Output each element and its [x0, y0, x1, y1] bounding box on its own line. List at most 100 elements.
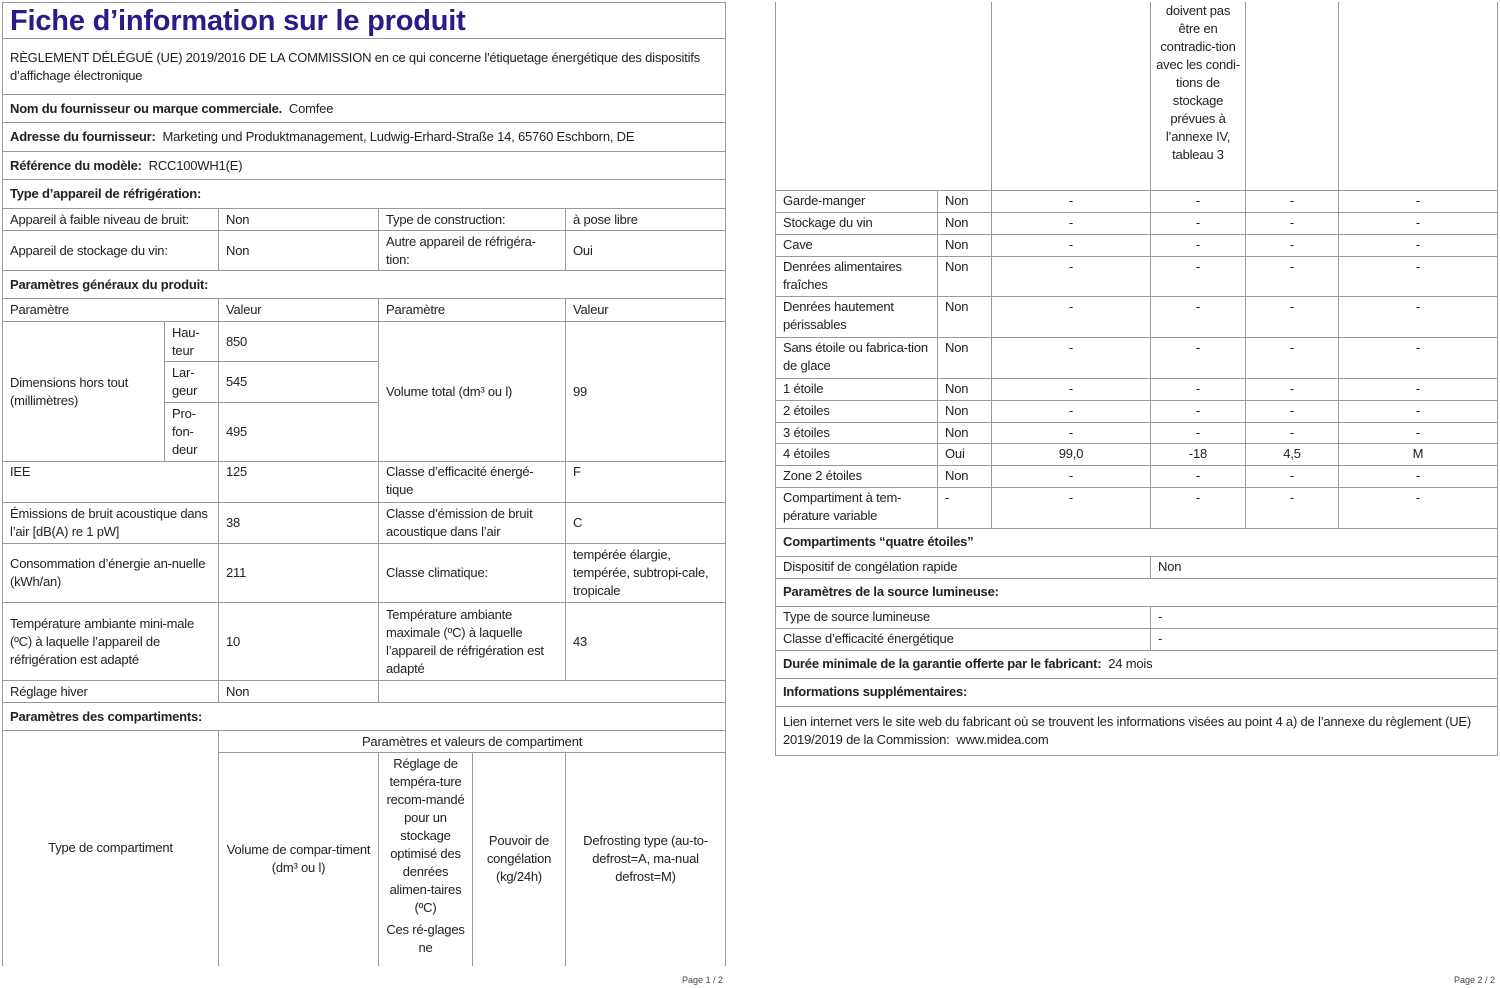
compartment-present: Non: [937, 399, 992, 423]
comp-type-header: Type de compartiment: [2, 730, 219, 966]
manufacturer-link[interactable]: www.midea.com: [956, 731, 1049, 747]
address-value: Marketing und Produktmanagement, Ludwig-…: [162, 129, 635, 144]
link-text: Lien internet vers le site web du fabric…: [783, 713, 1472, 747]
light-class-value: -: [1150, 627, 1498, 651]
compartment-name: 1 étoile: [775, 377, 938, 401]
winter-label: Réglage hiver: [2, 680, 219, 703]
other-value: Oui: [564, 230, 727, 271]
supplier-value: Comfee: [288, 100, 334, 116]
compartment-defrost: -: [1338, 211, 1498, 235]
compartment-temp: -: [1150, 295, 1246, 338]
noise-class-label: Classe d’émission de bruit acoustique da…: [378, 502, 566, 544]
iee-value: 125: [218, 461, 379, 503]
compartment-present: Oui: [937, 442, 992, 466]
compartment-defrost: -: [1338, 464, 1498, 488]
model-row: Référence du modèle: RCC100WH1(E): [1, 151, 727, 180]
compartment-freeze: 4,5: [1245, 442, 1339, 466]
eff-class-label: Classe d’efficacité énergé-tique: [378, 461, 566, 503]
header-cont-cell: [1245, 2, 1339, 191]
compartment-volume: -: [991, 486, 1151, 529]
low-noise-value: Non: [218, 208, 379, 231]
compartment-temp: -: [1150, 233, 1246, 257]
compartment-defrost: -: [1338, 255, 1498, 297]
compartment-row: 2 étoiles Non - - - -: [775, 399, 1498, 423]
comp-freeze-header: Pouvoir de congélation (kg/24h): [472, 752, 566, 966]
address-row: Adresse du fournisseur: Marketing und Pr…: [1, 122, 727, 152]
comp-temp-note: Ces ré-glages ne: [386, 922, 465, 955]
warranty-label: Durée minimale de la garantie offerte pa…: [783, 656, 1102, 671]
compartment-volume: -: [991, 211, 1151, 235]
general-heading: Paramètres généraux du produit:: [1, 270, 727, 299]
compartment-name: Denrées hautement périssables: [775, 295, 938, 338]
warranty-value: 24 mois: [1108, 656, 1153, 671]
compartment-name: Denrées alimentaires fraîches: [775, 255, 938, 297]
wine-value: Non: [218, 230, 379, 271]
depth-value: 495: [218, 402, 379, 462]
header-cont-cell: [775, 2, 992, 191]
width-label: Lar-geur: [164, 361, 219, 403]
climate-value: tempérée élargie, tempérée, subtropi-cal…: [564, 543, 727, 603]
comp-temp-header: Réglage de tempéra-ture recom-mandé pour…: [378, 752, 473, 966]
header-cont-cell: [991, 2, 1151, 191]
page-number-1: Page 1 / 2: [682, 975, 724, 985]
compartment-row: 4 étoiles Oui 99,0 -18 4,5 M: [775, 442, 1498, 466]
compartment-volume: -: [991, 399, 1151, 423]
compartment-freeze: -: [1245, 211, 1339, 235]
warranty-row: Durée minimale de la garantie offerte pa…: [775, 649, 1498, 679]
compartment-present: Non: [937, 377, 992, 401]
type-heading: Type d’appareil de réfrigération:: [1, 179, 727, 209]
compartment-present: Non: [937, 336, 992, 379]
compartment-row: Denrées hautement périssables Non - - - -: [775, 295, 1498, 338]
construction-label: Type de construction:: [378, 208, 566, 231]
compartment-name: Garde-manger: [775, 189, 938, 213]
info-heading: Informations supplémentaires:: [775, 677, 1498, 707]
compartment-row: Sans étoile ou fabrica-tion de glace Non -…: [775, 336, 1498, 379]
depth-label: Pro-fon-deur: [164, 402, 219, 462]
compartment-volume: -: [991, 377, 1151, 401]
compartment-freeze: -: [1245, 233, 1339, 257]
fast-freeze-value: Non: [1150, 555, 1498, 579]
light-class-label: Classe d’efficacité énergétique: [775, 627, 1151, 651]
compartment-defrost: M: [1338, 442, 1498, 466]
compartment-volume: -: [991, 336, 1151, 379]
compartment-temp: -: [1150, 377, 1246, 401]
compartment-temp: -: [1150, 486, 1246, 529]
compartment-name: 3 étoiles: [775, 421, 938, 444]
compartment-volume: 99,0: [991, 442, 1151, 466]
compartment-name: 2 étoiles: [775, 399, 938, 423]
compartment-defrost: -: [1338, 486, 1498, 529]
compartment-present: Non: [937, 421, 992, 444]
compartment-temp: -: [1150, 421, 1246, 444]
compartment-freeze: -: [1245, 464, 1339, 488]
compartment-freeze: -: [1245, 189, 1339, 213]
compartment-name: 4 étoiles: [775, 442, 938, 466]
light-type-value: -: [1150, 605, 1498, 629]
compartment-present: -: [937, 486, 992, 529]
iee-label: IEE: [2, 461, 219, 503]
noise-label: Émissions de bruit acoustique dans l’air…: [2, 502, 219, 544]
compartment-present: Non: [937, 189, 992, 213]
compartment-temp: -: [1150, 399, 1246, 423]
compartment-defrost: -: [1338, 189, 1498, 213]
tmax-value: 43: [564, 602, 727, 681]
compartment-freeze: -: [1245, 399, 1339, 423]
col-param: Paramètre: [2, 298, 219, 322]
compartment-temp: -: [1150, 211, 1246, 235]
comp-temp-header-cont: doivent pas être en contradic-tion avec …: [1150, 2, 1246, 191]
compartment-freeze: -: [1245, 336, 1339, 379]
compartment-defrost: -: [1338, 377, 1498, 401]
compartment-row: Zone 2 étoiles Non - - - -: [775, 464, 1498, 488]
energy-value: 211: [218, 543, 379, 603]
compartment-row: Stockage du vin Non - - - -: [775, 211, 1498, 235]
compartment-temp: -: [1150, 464, 1246, 488]
compartment-row: Garde-manger Non - - - -: [775, 189, 1498, 213]
other-label: Autre appareil de réfrigéra-tion:: [378, 230, 566, 271]
compartment-defrost: -: [1338, 421, 1498, 444]
compartment-present: Non: [937, 295, 992, 338]
compartment-freeze: -: [1245, 295, 1339, 338]
regulation-text: RÈGLEMENT DÉLÉGUÉ (UE) 2019/2016 DE LA C…: [1, 38, 727, 95]
tmax-label: Température ambiante maximale (ºC) à laq…: [378, 602, 566, 681]
construction-value: à pose libre: [564, 208, 727, 231]
compartment-row: Denrées alimentaires fraîches Non - - - -: [775, 255, 1498, 297]
link-row: Lien internet vers le site web du fabric…: [775, 705, 1498, 756]
